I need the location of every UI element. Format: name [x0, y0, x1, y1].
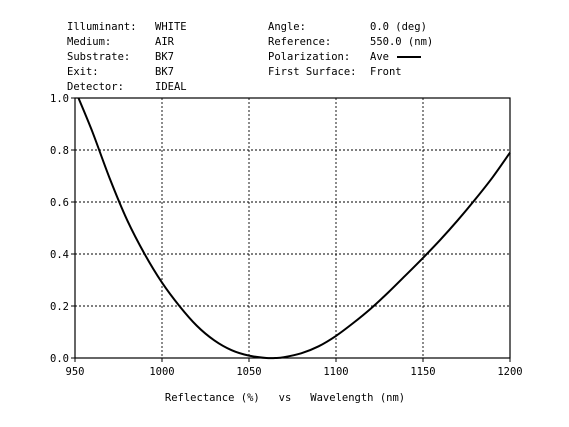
header-value-angle: 0.0 (deg): [370, 21, 427, 33]
x-tick-label: 1100: [323, 366, 348, 378]
header-value-medium: AIR: [155, 36, 175, 48]
series-line-ave: [77, 97, 511, 360]
header-value-reference: 550.0 (nm): [370, 36, 433, 48]
header-label-polarization: Polarization:: [268, 51, 350, 63]
axis-ticks: 950 1000 1050 1100 1150 1200 0.0 0.2 0.4 0.6 0.8 1.…: [50, 93, 523, 378]
y-tick-label: 0.2: [50, 301, 69, 313]
x-tick-label: 1200: [497, 366, 522, 378]
y-tick-label: 0.0: [50, 353, 69, 365]
header-label-detector: Detector:: [67, 81, 124, 93]
header-label-reference: Reference:: [268, 36, 331, 48]
header-label-first-surface: First Surface:: [268, 66, 357, 78]
x-axis-label: Reflectance (%) vs Wavelength (nm): [165, 392, 405, 404]
header-value-polarization: Ave: [370, 51, 389, 63]
header-value-exit: BK7: [155, 66, 174, 78]
x-tick-label: 1150: [410, 366, 435, 378]
header-label-exit: Exit:: [67, 66, 99, 78]
y-tick-label: 0.8: [50, 145, 69, 157]
header-value-detector: IDEAL: [155, 81, 187, 93]
header-label-angle: Angle:: [268, 21, 306, 33]
plot-frame: [74, 97, 511, 359]
x-tick-label: 950: [66, 366, 85, 378]
y-tick-label: 0.4: [50, 249, 69, 261]
header-label-substrate: Substrate:: [67, 51, 130, 63]
header-value-substrate: BK7: [155, 51, 174, 63]
data-series: [77, 97, 511, 360]
header-label-illuminant: Illuminant:: [67, 21, 137, 33]
header-value-illuminant: WHITE: [155, 21, 187, 33]
header-info: Illuminant: WHITE Angle: 0.0 (deg) Mediu…: [67, 21, 433, 93]
header-label-medium: Medium:: [67, 36, 111, 48]
x-tick-label: 1000: [149, 366, 174, 378]
y-tick-label: 0.6: [50, 197, 69, 209]
y-tick-label: 1.0: [50, 93, 69, 105]
grid-lines: [75, 98, 510, 358]
header-value-first-surface: Front: [370, 66, 402, 78]
x-tick-label: 1050: [236, 366, 261, 378]
